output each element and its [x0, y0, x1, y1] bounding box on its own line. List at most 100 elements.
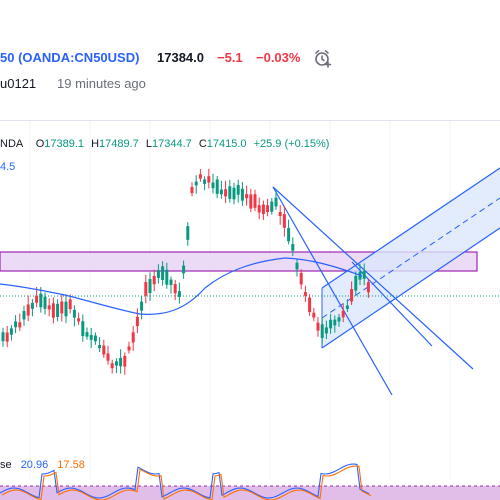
candle-body [64, 301, 68, 317]
oscillator-value-2: 17.58 [57, 459, 85, 471]
candle-body [333, 319, 337, 326]
candle-body [140, 301, 144, 311]
symbol-link[interactable]: 50 (OANDA:CN50USD) [0, 50, 139, 65]
candle-body [240, 188, 244, 201]
candle-body [228, 186, 232, 199]
symbol-prefix[interactable]: 50 [0, 50, 15, 65]
candle-body [47, 305, 51, 310]
moving-average-value: 4.5 [0, 161, 16, 173]
candle-body [77, 318, 81, 322]
open-value: 17389.1 [44, 138, 85, 150]
candle-body [182, 265, 186, 274]
close-label: C [198, 138, 207, 150]
candle-body [161, 266, 165, 280]
candle-body [261, 204, 265, 215]
oscillator-legend: se 20.96 17.58 [0, 459, 85, 471]
candle-body [169, 279, 173, 285]
price-change: −5.1 [217, 50, 243, 65]
candle-body [278, 212, 282, 217]
candle-body [303, 292, 307, 296]
candle-body [148, 279, 152, 294]
candle-body [110, 363, 114, 369]
candle-body [308, 297, 312, 312]
price-change-percent: −0.03% [256, 50, 301, 65]
candle-body [282, 214, 286, 228]
candle-body [98, 344, 102, 349]
change-value: +25.9 (+0.15%) [253, 138, 330, 150]
author-name[interactable]: u0121 [0, 76, 37, 91]
candle-body [18, 322, 22, 328]
candle-body [93, 335, 97, 342]
candle-body [81, 321, 85, 337]
candle-body [215, 179, 219, 194]
oscillator-line-1 [0, 463, 370, 499]
candle-body [253, 194, 257, 208]
candle-body [26, 304, 30, 316]
candle-body [194, 181, 198, 186]
candle-body [337, 317, 341, 322]
trend-line-1[interactable] [272, 186, 393, 396]
candle-body [366, 282, 370, 293]
candle-body [295, 262, 299, 270]
candle-body [270, 201, 274, 212]
oscillator-label: se [0, 459, 12, 471]
candle-body [236, 185, 240, 195]
candle-body [219, 189, 223, 195]
candle-body [207, 176, 211, 183]
candle-body [22, 311, 26, 320]
candle-body [135, 316, 139, 327]
symbol-code[interactable]: (OANDA:CN50USD) [18, 50, 140, 65]
candle-body [106, 353, 110, 361]
candle-body [5, 332, 9, 342]
candle-body [211, 182, 215, 189]
candle-body [56, 303, 60, 317]
candle-body [114, 361, 118, 366]
candle-body [177, 291, 181, 297]
candle-body [165, 269, 169, 285]
high-value: 17489.7 [99, 138, 139, 150]
oscillator-line-2 [1, 465, 372, 500]
candle-body [274, 197, 278, 207]
candle-body [30, 302, 34, 309]
ohlc-legend: NDA O17389.1 H17489.7 L17344.7 C17415.0 … [0, 138, 329, 150]
candle-body [89, 334, 93, 340]
candle-body [123, 355, 127, 367]
candle-body [35, 295, 39, 303]
candle-body [312, 312, 316, 318]
candle-body [354, 275, 358, 291]
alarm-clock-plus-icon[interactable] [313, 48, 333, 68]
parallel-channel[interactable] [322, 168, 500, 348]
candle-body [324, 327, 328, 334]
candle-body [345, 305, 349, 309]
candle-body [72, 309, 76, 318]
candle-body [245, 194, 249, 199]
candle-body [39, 293, 43, 308]
idea-header: 50 (OANDA:CN50USD) 17384.0 −5.1 −0.03% u… [0, 0, 500, 118]
channel-lower-line[interactable] [321, 227, 500, 349]
candle-body [173, 284, 177, 294]
channel-upper-line[interactable] [321, 167, 500, 289]
candle-body [60, 301, 64, 314]
candle-body [68, 299, 72, 310]
candle-body [144, 282, 148, 296]
candle-body [127, 346, 131, 351]
candle-body [299, 272, 303, 285]
trend-line-2[interactable] [272, 186, 474, 370]
candle-body [9, 328, 13, 335]
candle-body [320, 324, 324, 338]
candle-body [266, 205, 270, 212]
oscillator-value-1: 20.96 [20, 459, 49, 471]
candle-body [291, 244, 295, 251]
candle-body [350, 289, 354, 302]
candle-body [85, 332, 89, 337]
candle-body [152, 275, 156, 285]
last-price: 17384.0 [157, 50, 204, 65]
price-chart[interactable] [0, 121, 500, 500]
candle-body [102, 345, 106, 355]
low-value: 17344.7 [151, 138, 192, 150]
legend-source: NDA [0, 138, 23, 150]
candle-body [1, 332, 5, 342]
candle-body [203, 179, 207, 184]
candle-body [190, 187, 194, 194]
candle-body [43, 296, 47, 309]
